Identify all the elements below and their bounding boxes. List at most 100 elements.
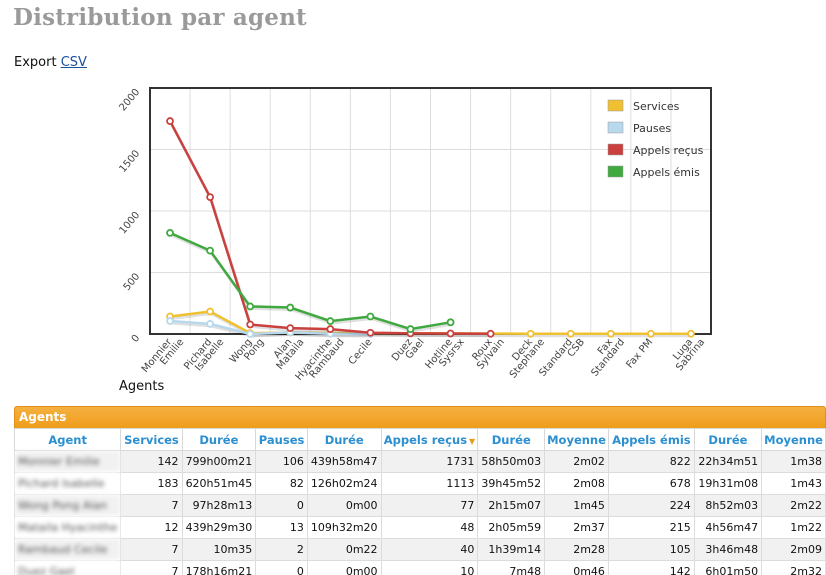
data-point xyxy=(366,312,375,321)
agents-table-panel: Agents Agent Services Durée Pauses Durée Appe… xyxy=(14,406,826,575)
data-point xyxy=(166,317,174,325)
table-cell: 0 xyxy=(255,494,308,517)
column-header[interactable]: Durée xyxy=(693,428,763,451)
column-header[interactable]: Moyenne xyxy=(544,428,609,451)
table-cell: 7 xyxy=(120,494,183,517)
data-point xyxy=(326,325,335,333)
table-cell: 22h34m51 xyxy=(693,450,763,473)
column-header[interactable]: Appels émis xyxy=(607,428,695,451)
agents-table-title: Agents xyxy=(14,406,826,428)
table-cell: 178h16m21 xyxy=(181,560,257,575)
agent-name-cell: Duez Gael xyxy=(14,560,122,575)
column-header[interactable]: Durée xyxy=(306,428,382,451)
table-cell: 58h50m03 xyxy=(477,450,546,473)
table-cell: 2h15m07 xyxy=(477,494,546,517)
table-cell: 1m22 xyxy=(761,516,826,539)
legend-entry: Pauses xyxy=(633,122,671,135)
data-point xyxy=(566,329,575,338)
table-row[interactable]: Mataila Hyacinthe 12 439h29m30 13 109h32m20 4… xyxy=(14,516,826,539)
table-row[interactable]: Rambaud Cecile 7 10m35 2 0m22 40 1h39m14 2m28 10… xyxy=(14,538,826,561)
series-line xyxy=(169,231,451,331)
table-cell: 3h46m48 xyxy=(693,538,763,561)
table-cell: 97h28m13 xyxy=(181,494,257,517)
table-cell: 215 xyxy=(607,516,695,539)
table-row[interactable]: Pichard Isabelle 183 620h51m45 82 126h02m24 1… xyxy=(14,472,826,495)
table-cell: 0m22 xyxy=(306,538,382,561)
legend-swatch xyxy=(607,121,624,134)
export-bar: Export CSV xyxy=(14,55,87,70)
legend-entry: Appels reçus xyxy=(633,144,704,157)
table-cell: 77 xyxy=(380,494,479,517)
legend-swatch xyxy=(607,143,624,156)
x-axis-title: Agents xyxy=(119,379,165,394)
table-row[interactable]: Duez Gael 7 178h16m21 0 0m00 10 7m48 0m46 142 6h0… xyxy=(14,560,826,575)
column-header[interactable]: Durée xyxy=(181,428,257,451)
table-cell: 48 xyxy=(380,516,479,539)
data-point xyxy=(446,318,455,327)
legend-swatch xyxy=(607,99,624,112)
x-tick-label: Fax PM xyxy=(624,337,655,371)
table-cell: 10m35 xyxy=(181,538,257,561)
data-point xyxy=(646,329,655,338)
column-header[interactable]: Pauses xyxy=(255,428,308,451)
y-tick-label: 0 xyxy=(130,333,143,345)
y-tick-label: 2000 xyxy=(118,87,143,114)
data-point xyxy=(606,329,615,338)
data-point xyxy=(687,329,695,338)
export-label: Export xyxy=(14,55,57,70)
table-cell: 620h51m45 xyxy=(181,472,257,495)
table-row[interactable]: Monnier Emilie 142 799h00m21 106 439h58m47 17… xyxy=(14,450,826,473)
y-tick-label: 500 xyxy=(122,271,143,293)
table-cell: 13 xyxy=(255,516,308,539)
page-title: Distribution par agent xyxy=(13,4,307,31)
table-cell: 183 xyxy=(120,472,183,495)
agent-name-cell: Pichard Isabelle xyxy=(14,472,122,495)
table-cell: 142 xyxy=(607,560,695,575)
export-csv-link[interactable]: CSV xyxy=(60,55,87,70)
column-header[interactable]: Services xyxy=(120,428,183,451)
table-cell: 1m38 xyxy=(761,450,826,473)
table-cell: 82 xyxy=(255,472,308,495)
legend-entry: Appels émis xyxy=(633,166,700,179)
data-point xyxy=(406,325,415,333)
agents-line-chart: 0500100015002000MonnierEmiliePichardIsab… xyxy=(118,87,712,383)
column-header[interactable]: Appels reçus ▼ xyxy=(380,428,479,451)
table-cell: 8h52m03 xyxy=(693,494,763,517)
table-cell: 2m37 xyxy=(544,516,609,539)
data-point xyxy=(286,324,295,332)
table-cell: 2m08 xyxy=(544,472,609,495)
table-cell: 126h02m24 xyxy=(306,472,382,495)
data-point xyxy=(286,303,295,312)
table-cell: 0m00 xyxy=(306,560,382,575)
column-header[interactable]: Moyenne xyxy=(761,428,826,451)
table-cell: 105 xyxy=(607,538,695,561)
table-cell: 109h32m20 xyxy=(306,516,382,539)
table-cell: 40 xyxy=(380,538,479,561)
data-point xyxy=(206,307,215,316)
data-point xyxy=(206,320,215,328)
table-cell: 2m22 xyxy=(761,494,826,517)
table-cell: 2m02 xyxy=(544,450,609,473)
table-cell: 0m46 xyxy=(544,560,609,575)
table-cell: 2m09 xyxy=(761,538,826,561)
data-point xyxy=(206,246,215,255)
legend-entry: Services xyxy=(633,100,680,113)
data-point xyxy=(486,329,495,338)
table-cell: 2m28 xyxy=(544,538,609,561)
table-cell: 678 xyxy=(607,472,695,495)
column-header[interactable]: Durée xyxy=(477,428,546,451)
table-cell: 822 xyxy=(607,450,695,473)
table-cell: 39h45m52 xyxy=(477,472,546,495)
data-point xyxy=(446,329,455,338)
legend-swatch xyxy=(607,165,624,178)
table-cell: 19h31m08 xyxy=(693,472,763,495)
data-point xyxy=(246,302,255,311)
table-cell: 142 xyxy=(120,450,183,473)
data-point xyxy=(166,117,174,125)
table-row[interactable]: Wong Pong Alan 7 97h28m13 0 0m00 77 2h15m07 1m4… xyxy=(14,494,826,517)
column-header[interactable]: Agent xyxy=(14,428,122,451)
table-cell: 2 xyxy=(255,538,308,561)
data-point xyxy=(206,193,215,202)
table-cell: 10 xyxy=(380,560,479,575)
table-body: Monnier Emilie 142 799h00m21 106 439h58m47 17… xyxy=(14,450,826,575)
